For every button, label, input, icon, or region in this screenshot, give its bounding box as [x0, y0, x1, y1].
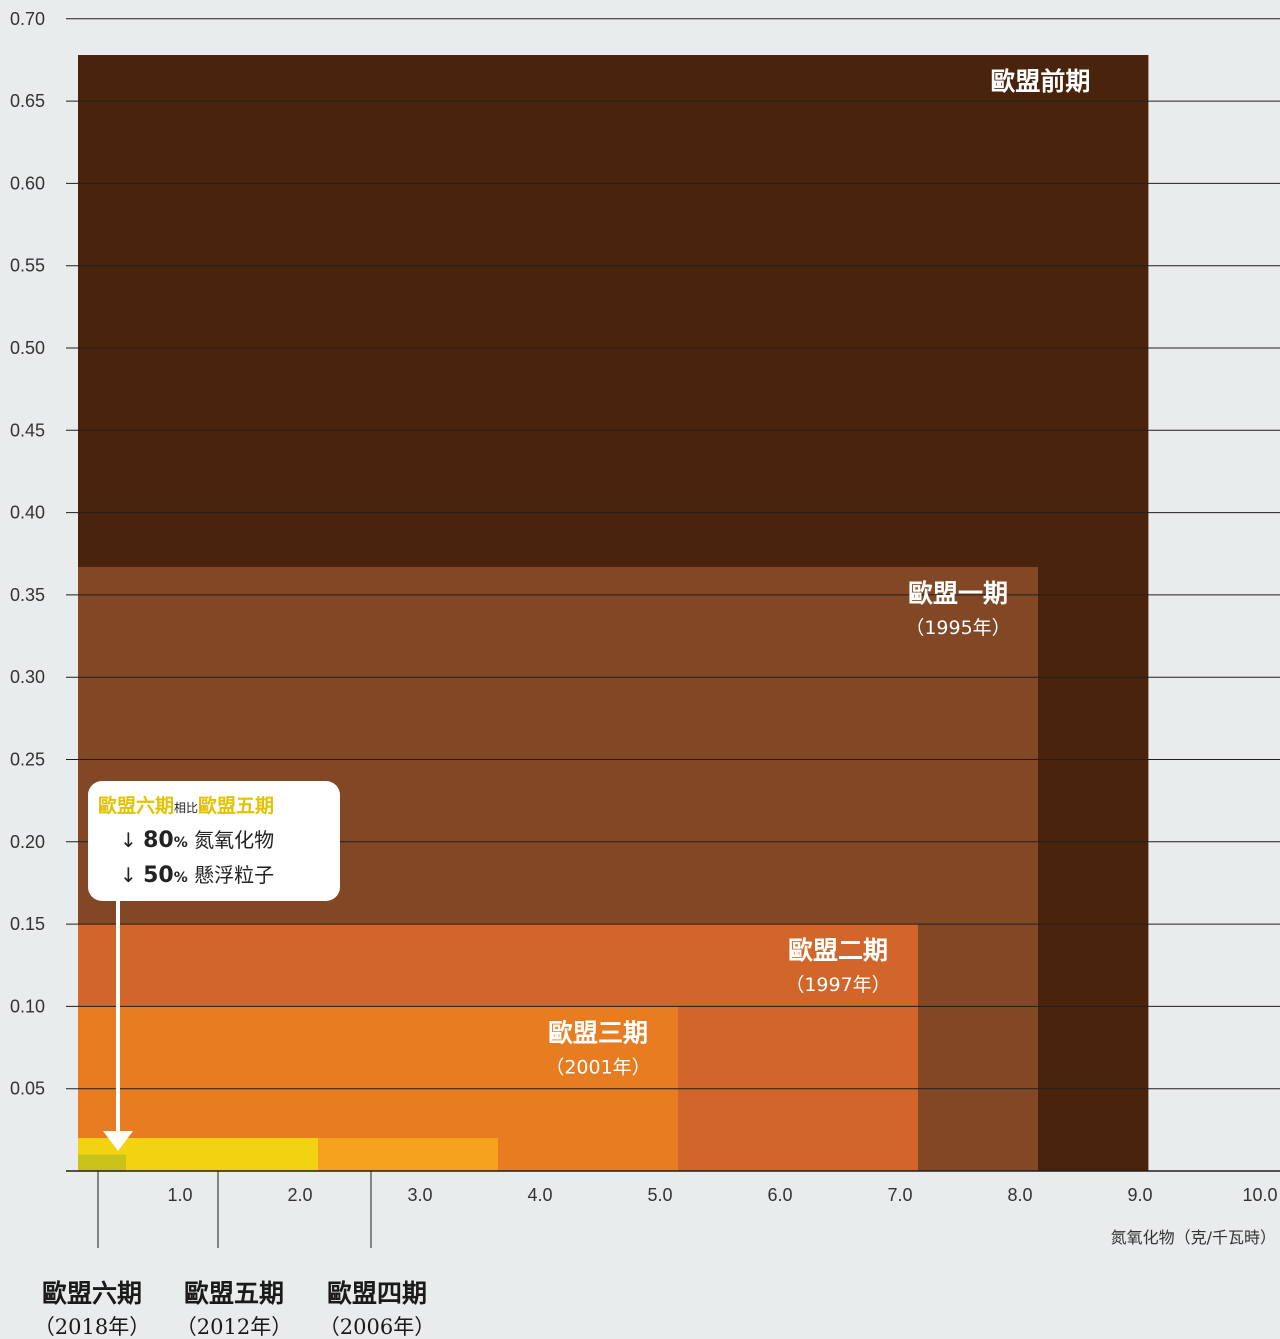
x-tick-label: 6.0 [767, 1185, 792, 1205]
standard-name-label: 歐盟前期 [990, 67, 1090, 96]
standard-name-label: 歐盟四期 [327, 1279, 427, 1308]
callout-newer-standard: 歐盟六期 [98, 795, 175, 817]
x-tick-label: 1.0 [167, 1185, 192, 1205]
y-tick-label: 0.45 [10, 420, 45, 440]
callout-unit: % [173, 870, 188, 886]
callout-value: 50 [143, 863, 174, 888]
x-tick-label: 4.0 [527, 1185, 552, 1205]
standard-year-label: （2001年） [545, 1056, 650, 1078]
standard-name-label: 歐盟一期 [908, 579, 1008, 608]
x-tick-label: 8.0 [1007, 1185, 1032, 1205]
down-arrow-icon: ↓ [120, 863, 137, 887]
standard-name-label: 歐盟三期 [548, 1018, 648, 1047]
pointer-lines: 歐盟四期 （2006年） 歐盟五期 （2012年） 歐盟六期 （2018年） [34, 900, 435, 1339]
y-tick-label: 0.25 [10, 750, 45, 770]
standard-year-label: （2018年） [34, 1315, 150, 1339]
y-tick-label: 0.20 [10, 832, 45, 852]
callout-unit: % [173, 835, 188, 851]
standard-year-label: （2006年） [319, 1315, 435, 1339]
x-tick-label: 9.0 [1127, 1185, 1152, 1205]
standard-year-label: （2012年） [176, 1315, 292, 1339]
standard-area-6 [78, 1154, 126, 1171]
down-arrow-icon: ↓ [120, 828, 137, 852]
y-tick-label: 0.15 [10, 914, 45, 934]
callout-compare-word: 相比 [174, 801, 199, 815]
axes: 1.0 2.0 3.0 4.0 5.0 6.0 7.0 8.0 9.0 10.0 [66, 1170, 1280, 1205]
x-axis-title: 氮氧化物（克/千瓦時） [1111, 1228, 1276, 1247]
standard-year-label: （1997年） [785, 974, 890, 996]
y-tick-label: 0.65 [10, 91, 45, 111]
comparison-callout: 歐盟六期相比歐盟五期 ↓ 80% 氮氧化物 ↓ 50% 懸浮粒子 [88, 781, 340, 901]
y-tick-label: 0.05 [10, 1079, 45, 1099]
y-tick-label: 0.60 [10, 173, 45, 193]
callout-older-standard: 歐盟五期 [198, 795, 275, 817]
y-tick-label: 0.70 [10, 9, 45, 29]
x-tick-label: 2.0 [287, 1185, 312, 1205]
y-tick-label: 0.40 [10, 503, 45, 523]
y-tick-label: 0.50 [10, 338, 45, 358]
standard-name-label: 歐盟二期 [788, 936, 888, 965]
y-tick-label: 0.35 [10, 585, 45, 605]
callout-row-nox: ↓ 80% 氮氧化物 [98, 824, 330, 853]
y-tick-label: 0.55 [10, 256, 45, 276]
callout-heading: 歐盟六期相比歐盟五期 [98, 791, 330, 818]
callout-label: 懸浮粒子 [194, 863, 275, 887]
x-tick-label: 5.0 [647, 1185, 672, 1205]
y-tick-label: 0.10 [10, 996, 45, 1016]
standard-year-label: （1995年） [905, 617, 1010, 639]
y-tick-label: 0.30 [10, 667, 45, 687]
callout-value: 80 [143, 828, 174, 853]
callout-label: 氮氧化物 [194, 828, 275, 852]
x-tick-label: 3.0 [407, 1185, 432, 1205]
standard-name-label: 歐盟六期 [42, 1279, 142, 1308]
x-tick-label: 7.0 [887, 1185, 912, 1205]
callout-arrow-head-icon [103, 1131, 133, 1151]
x-tick-label: 10.0 [1242, 1185, 1277, 1205]
callout-row-pm: ↓ 50% 懸浮粒子 [98, 859, 330, 888]
standard-name-label: 歐盟五期 [184, 1279, 284, 1308]
standard-areas [78, 55, 1149, 1172]
